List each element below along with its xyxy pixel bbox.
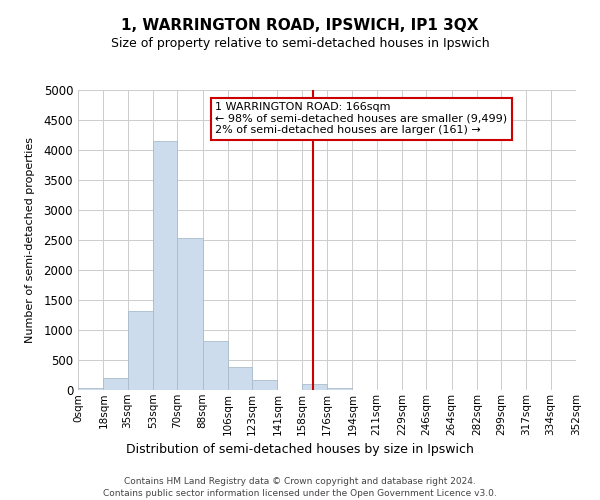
Text: Contains public sector information licensed under the Open Government Licence v3: Contains public sector information licen… — [103, 489, 497, 498]
Bar — [252, 380, 277, 390]
Bar — [302, 384, 327, 390]
Bar — [177, 238, 203, 390]
Bar — [228, 367, 252, 390]
Bar — [203, 341, 228, 390]
Bar — [153, 141, 177, 390]
Text: Size of property relative to semi-detached houses in Ipswich: Size of property relative to semi-detach… — [110, 38, 490, 51]
Bar — [327, 388, 352, 390]
Bar — [128, 311, 153, 390]
Bar — [78, 388, 103, 390]
Y-axis label: Number of semi-detached properties: Number of semi-detached properties — [25, 137, 35, 343]
Text: Contains HM Land Registry data © Crown copyright and database right 2024.: Contains HM Land Registry data © Crown c… — [124, 478, 476, 486]
Bar — [103, 378, 128, 390]
Text: Distribution of semi-detached houses by size in Ipswich: Distribution of semi-detached houses by … — [126, 442, 474, 456]
Text: 1, WARRINGTON ROAD, IPSWICH, IP1 3QX: 1, WARRINGTON ROAD, IPSWICH, IP1 3QX — [121, 18, 479, 32]
Text: 1 WARRINGTON ROAD: 166sqm
← 98% of semi-detached houses are smaller (9,499)
2% o: 1 WARRINGTON ROAD: 166sqm ← 98% of semi-… — [215, 102, 508, 135]
